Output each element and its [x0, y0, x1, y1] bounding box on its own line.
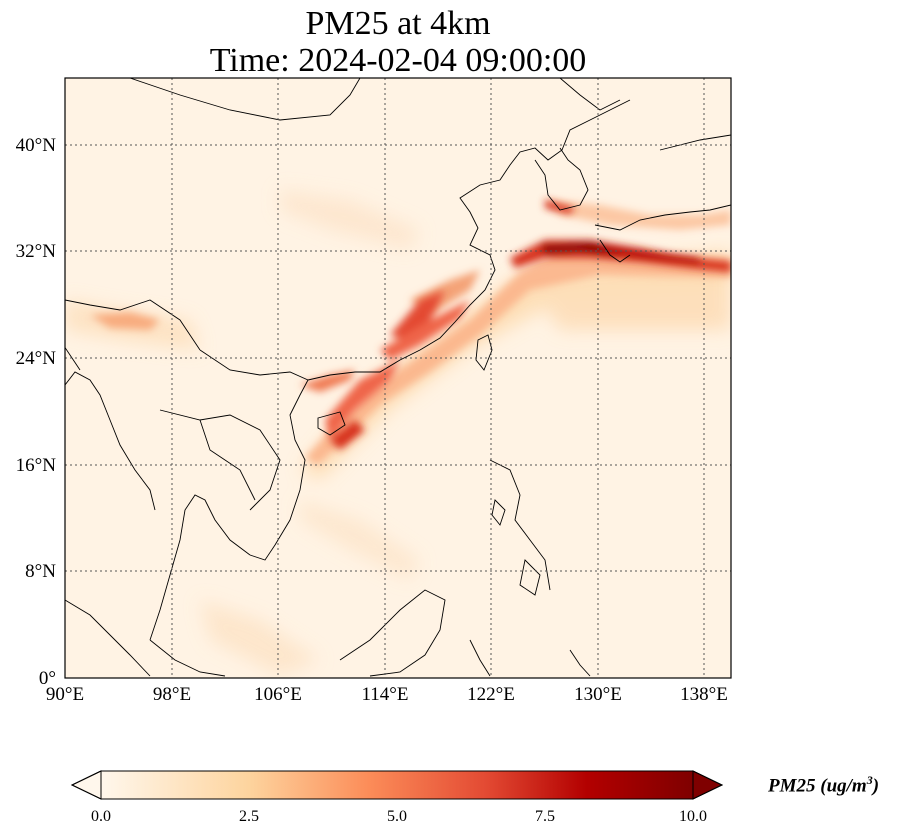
- x-axis-ticks: 90°E 98°E 106°E 114°E 122°E 130°E 138°E: [46, 684, 728, 705]
- y-tick-label: 24°N: [16, 348, 57, 369]
- y-tick-label: 8°N: [25, 561, 56, 582]
- map-title-line1: PM25 at 4km: [305, 5, 491, 42]
- pm25-field-high: [300, 200, 731, 450]
- x-tick-label: 138°E: [680, 684, 728, 705]
- x-tick-label: 106°E: [254, 684, 302, 705]
- colorbar-extend-max: [692, 770, 724, 800]
- gridlines: [65, 78, 731, 678]
- colorbar-label-text: PM25 (ug/m: [768, 775, 867, 797]
- colorbar-label-superscript: 3: [866, 773, 873, 787]
- y-tick-label: 40°N: [16, 135, 57, 156]
- colorbar-tick-label: 10.0: [679, 808, 707, 825]
- colorbar-label: PM25 (ug/m3): [768, 773, 879, 797]
- colorbar-extend-min: [70, 770, 102, 800]
- colorbar-gradient: [101, 771, 693, 799]
- x-tick-label: 114°E: [362, 684, 409, 705]
- y-tick-label: 16°N: [16, 455, 57, 476]
- y-axis-ticks: 0° 8°N 16°N 24°N 32°N 40°N: [16, 135, 57, 689]
- coastlines: [65, 78, 731, 677]
- colorbar: 0.0 2.5 5.0 7.5 10.0: [70, 770, 724, 825]
- x-tick-label: 90°E: [46, 684, 84, 705]
- y-tick-label: 32°N: [16, 241, 57, 262]
- x-tick-label: 130°E: [574, 684, 622, 705]
- x-tick-label: 98°E: [153, 684, 191, 705]
- colorbar-label-close: ): [872, 775, 880, 797]
- map-frame: [64, 77, 732, 679]
- y-tick-label: 0°: [39, 668, 56, 689]
- colorbar-tick-label: 5.0: [387, 808, 407, 825]
- map-panel: [65, 78, 731, 678]
- map-title-line2: Time: 2024-02-04 09:00:00: [209, 42, 587, 79]
- colorbar-tick-label: 0.0: [91, 808, 111, 825]
- colorbar-tick-label: 2.5: [239, 808, 259, 825]
- colorbar-tick-label: 7.5: [535, 808, 555, 825]
- x-tick-label: 122°E: [467, 684, 515, 705]
